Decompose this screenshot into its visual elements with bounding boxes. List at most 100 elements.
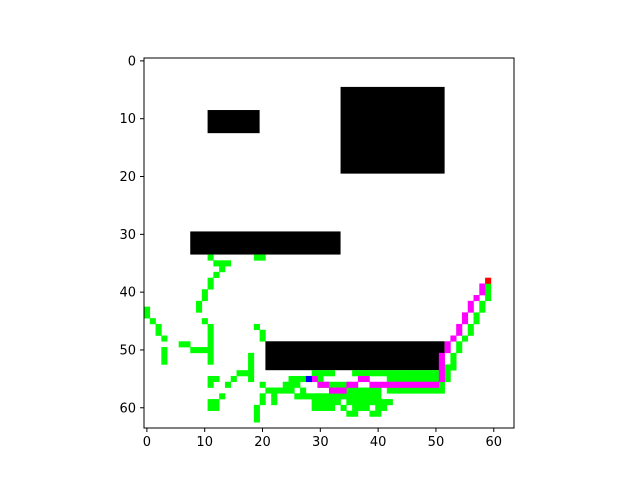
explored-cell <box>415 387 422 394</box>
explored-cell <box>201 295 208 302</box>
explored-cell <box>196 300 203 307</box>
path-cell <box>415 381 422 388</box>
explored-cell <box>190 347 197 354</box>
y-tick-label: 0 <box>128 54 136 69</box>
explored-cell <box>392 370 399 377</box>
explored-cell <box>323 393 330 400</box>
explored-cell <box>196 347 203 354</box>
explored-cell <box>213 260 220 267</box>
explored-cell <box>427 370 434 377</box>
explored-cell <box>288 375 295 383</box>
explored-cell <box>392 387 399 394</box>
explored-cell <box>207 347 214 354</box>
explored-cell <box>294 393 301 400</box>
obstacle-block <box>190 231 341 255</box>
explored-cell <box>409 375 417 383</box>
explored-cell <box>357 393 364 400</box>
explored-cell <box>276 387 284 394</box>
explored-cell <box>363 399 370 406</box>
explored-cell <box>340 393 347 400</box>
explored-cell <box>207 341 214 348</box>
explored-cell <box>288 381 295 388</box>
explored-cell <box>253 404 260 411</box>
explored-cell <box>444 375 451 383</box>
explored-cell <box>329 399 336 406</box>
path-cell <box>479 289 486 296</box>
explored-cell <box>201 289 208 296</box>
explored-cell <box>178 341 185 348</box>
explored-cell <box>236 370 243 377</box>
explored-cell <box>415 370 422 377</box>
explored-cell <box>207 323 214 331</box>
explored-cell <box>253 254 260 261</box>
explored-cell <box>404 387 411 394</box>
explored-cell <box>196 306 203 313</box>
path-cell <box>404 381 411 388</box>
explored-cell <box>386 370 393 377</box>
explored-cell <box>369 410 376 417</box>
explored-cell <box>404 370 411 377</box>
explored-cell <box>404 375 411 383</box>
y-tick-label: 30 <box>119 228 136 243</box>
explored-cell <box>438 381 445 388</box>
explored-cell <box>259 254 266 261</box>
path-cell <box>438 364 445 371</box>
explored-cell <box>201 347 208 354</box>
explored-cell <box>346 410 353 417</box>
explored-cell <box>467 323 474 331</box>
explored-cell <box>346 387 353 394</box>
explored-cell <box>409 370 417 377</box>
explored-cell <box>409 387 417 394</box>
path-cell <box>427 381 434 388</box>
explored-cell <box>369 370 376 377</box>
y-axis: 0 10 20 30 40 50 60 <box>119 54 144 416</box>
explored-cell <box>323 370 330 377</box>
explored-cell <box>207 254 214 261</box>
explored-cell <box>219 260 226 267</box>
explored-cell <box>155 329 162 336</box>
path-cell <box>323 381 330 388</box>
explored-cell <box>317 375 324 383</box>
explored-cell <box>346 399 353 406</box>
explored-cell <box>444 364 451 371</box>
explored-cell <box>329 381 336 388</box>
explored-cell <box>311 393 318 400</box>
path-cell <box>479 283 486 290</box>
explored-cell <box>323 404 330 411</box>
path-cell <box>340 387 347 394</box>
explored-cell <box>271 399 278 406</box>
path-cell <box>357 375 364 383</box>
x-tick-label: 40 <box>370 435 387 450</box>
explored-cell <box>213 271 220 278</box>
explored-cell <box>473 312 480 319</box>
explored-cell <box>450 358 457 365</box>
explored-cell <box>386 387 393 394</box>
explored-cell <box>450 364 457 371</box>
explored-cell <box>369 393 376 400</box>
explored-cell <box>323 399 330 406</box>
path-cell <box>392 381 399 388</box>
explored-cell <box>259 399 266 406</box>
explored-cell <box>259 393 266 400</box>
explored-cell <box>340 381 347 388</box>
explored-cell <box>398 370 405 377</box>
path-cell <box>467 300 474 307</box>
obstacle-block <box>265 341 445 371</box>
path-cell <box>369 381 376 388</box>
explored-cell <box>317 404 324 411</box>
path-cell <box>456 329 463 336</box>
explored-cell <box>161 358 168 365</box>
explored-cell <box>334 381 341 388</box>
explored-cell <box>213 404 220 411</box>
explored-cell <box>392 375 399 383</box>
x-axis: 0 10 20 30 40 50 60 <box>143 428 502 450</box>
explored-cell <box>265 387 272 394</box>
explored-cell <box>317 393 324 400</box>
explored-cell <box>248 352 255 359</box>
explored-cell <box>248 364 255 371</box>
path-cell <box>444 341 451 348</box>
explored-cell <box>352 404 359 411</box>
start-cell <box>305 375 312 383</box>
explored-cell <box>381 404 388 411</box>
